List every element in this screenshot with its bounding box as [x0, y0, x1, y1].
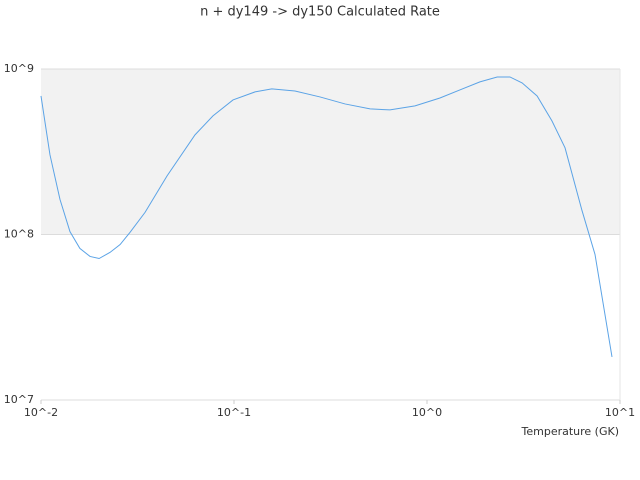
y-tick-label: 10^7: [4, 393, 34, 406]
x-tick-label: 10^-2: [24, 406, 58, 419]
y-tick-label: 10^9: [4, 62, 34, 75]
x-tick-label: 10^1: [605, 406, 635, 419]
chart-title: n + dy149 -> dy150 Calculated Rate: [200, 5, 440, 20]
x-tick-label: 10^0: [412, 406, 442, 419]
y-tick-label: 10^8: [4, 228, 34, 241]
x-tick-label: 10^-1: [217, 406, 251, 419]
x-axis-label: Temperature (GK): [521, 425, 620, 438]
line: [40, 76, 613, 358]
grid-band: [41, 69, 620, 235]
